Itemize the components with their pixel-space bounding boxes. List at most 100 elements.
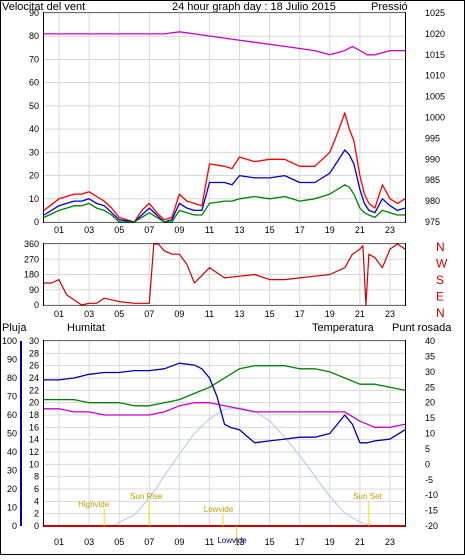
compass-label: N — [436, 306, 445, 320]
x-tick-label: 03 — [84, 225, 94, 235]
annotation-label: Lowvide — [204, 505, 234, 514]
series-gust — [43, 112, 406, 223]
x-tick-label: 09 — [174, 225, 184, 235]
rain-y-tick: 28 — [29, 348, 39, 358]
temperature-y-tick: -20 — [425, 521, 438, 531]
temperature-y-tick: 35 — [425, 351, 435, 361]
humidity-y-tick: 30 — [7, 466, 17, 476]
x-tick-label: 23 — [385, 225, 395, 235]
wind-y-tick: 0 — [34, 217, 39, 227]
humidity-y-tick: 70 — [7, 392, 17, 402]
wind-y-tick: 50 — [29, 101, 39, 111]
legend-temperature: Temperatura — [312, 322, 375, 334]
x-tick-label: 07 — [144, 309, 154, 319]
x-tick-label: 19 — [325, 309, 335, 319]
direction-y-tick: 0 — [34, 300, 39, 310]
series-minimum — [43, 184, 405, 223]
temperature-y-tick: 40 — [425, 336, 435, 346]
series-temperatura — [44, 365, 406, 407]
rain-y-tick: 24 — [29, 373, 39, 383]
x-tick-label: 13 — [235, 537, 245, 547]
pressure-y-tick: 1000 — [425, 113, 445, 123]
temperature-y-tick: 5 — [425, 444, 430, 454]
pressure-y-tick: 1020 — [425, 29, 445, 39]
pressure-y-tick: 990 — [425, 154, 440, 164]
humidity-y-tick: 50 — [7, 429, 17, 439]
rain-y-tick: 16 — [29, 422, 39, 432]
annotation-label: Lowvide — [217, 536, 247, 545]
pressure-y-tick: 980 — [425, 196, 440, 206]
x-tick-label: 15 — [265, 225, 275, 235]
humidity-y-tick: 100 — [2, 336, 17, 346]
wind-y-tick: 80 — [29, 31, 39, 41]
x-tick-label: 03 — [84, 309, 94, 319]
rain-y-tick: 0 — [34, 521, 39, 531]
wind-y-tick: 10 — [29, 194, 39, 204]
x-tick-label: 05 — [114, 225, 124, 235]
x-tick-label: 11 — [205, 537, 214, 547]
series-sun — [111, 407, 376, 527]
x-tick-label: 13 — [235, 309, 245, 319]
compass-label: N — [436, 240, 445, 254]
temperature-y-tick: -15 — [425, 506, 438, 516]
x-tick-label: 19 — [325, 225, 335, 235]
wind-y-tick: 90 — [29, 8, 39, 18]
annotation-label: Sun Rise — [130, 492, 163, 501]
pressure-axis-title: Pressió — [371, 1, 408, 13]
rain-y-tick: 6 — [34, 484, 39, 494]
temperature-y-tick: 20 — [425, 398, 435, 408]
compass-label: S — [436, 273, 444, 287]
rain-y-tick: 30 — [29, 336, 39, 346]
humidity-y-tick: 40 — [7, 447, 17, 457]
pressure-y-tick: 1025 — [425, 8, 445, 18]
x-tick-label: 17 — [295, 537, 305, 547]
legend-dewpoint: Punt rosada — [392, 322, 452, 334]
wind-y-tick: 40 — [29, 124, 39, 134]
annotations: Highvide Sun Rise Lowvide Lowvide Sun Set — [78, 492, 382, 545]
x-tick-label: 21 — [355, 537, 365, 547]
x-tick-label: 11 — [205, 309, 214, 319]
direction-y-tick: 270 — [24, 254, 39, 264]
pressure-y-tick: 985 — [425, 175, 440, 185]
temperature-y-tick: -10 — [425, 490, 438, 500]
rain-y-tick: 10 — [29, 459, 39, 469]
pressure-y-tick: 995 — [425, 133, 440, 143]
annotation-label: Sun Set — [353, 492, 382, 501]
x-tick-label: 11 — [205, 225, 214, 235]
wind-y-tick: 30 — [29, 147, 39, 157]
x-tick-label: 17 — [295, 225, 305, 235]
x-tick-label: 07 — [144, 537, 154, 547]
pressure-y-tick: 1010 — [425, 71, 445, 81]
rain-y-tick: 20 — [29, 398, 39, 408]
humidity-y-tick: 60 — [7, 410, 17, 420]
x-tick-label: 15 — [265, 537, 275, 547]
series-pressi — [44, 31, 405, 56]
series-direction — [44, 243, 406, 306]
temperature-y-tick: 0 — [425, 459, 430, 469]
x-tick-label: 13 — [235, 225, 245, 235]
humidity-y-tick: 20 — [7, 484, 17, 494]
x-tick-label: 09 — [174, 309, 184, 319]
wind-y-tick: 20 — [29, 171, 39, 181]
pressure-y-tick: 1005 — [425, 92, 445, 102]
rain-y-tick: 14 — [29, 435, 39, 445]
rain-y-tick: 2 — [34, 509, 39, 519]
x-tick-label: 15 — [265, 309, 275, 319]
x-tick-label: 01 — [54, 537, 64, 547]
annotation-label: Highvide — [78, 500, 110, 509]
humidity-y-tick: 0 — [12, 521, 17, 531]
tick-labels: 0101010303030505050707070909091111111313… — [2, 8, 448, 547]
rain-y-tick: 8 — [34, 472, 39, 482]
temperature-y-tick: -5 — [425, 475, 433, 485]
series-average — [43, 149, 406, 223]
temperature-y-tick: 15 — [425, 413, 435, 423]
x-tick-label: 07 — [144, 225, 154, 235]
temperature-y-tick: 30 — [425, 367, 435, 377]
graph-title: 24 hour graph day : 18 Julio 2015 — [172, 1, 336, 13]
x-tick-label: 17 — [295, 309, 305, 319]
x-tick-label: 01 — [54, 225, 64, 235]
legend-humidity: Humitat — [67, 322, 105, 334]
temperature-y-tick: 25 — [425, 382, 435, 392]
rain-y-tick: 12 — [29, 447, 39, 457]
